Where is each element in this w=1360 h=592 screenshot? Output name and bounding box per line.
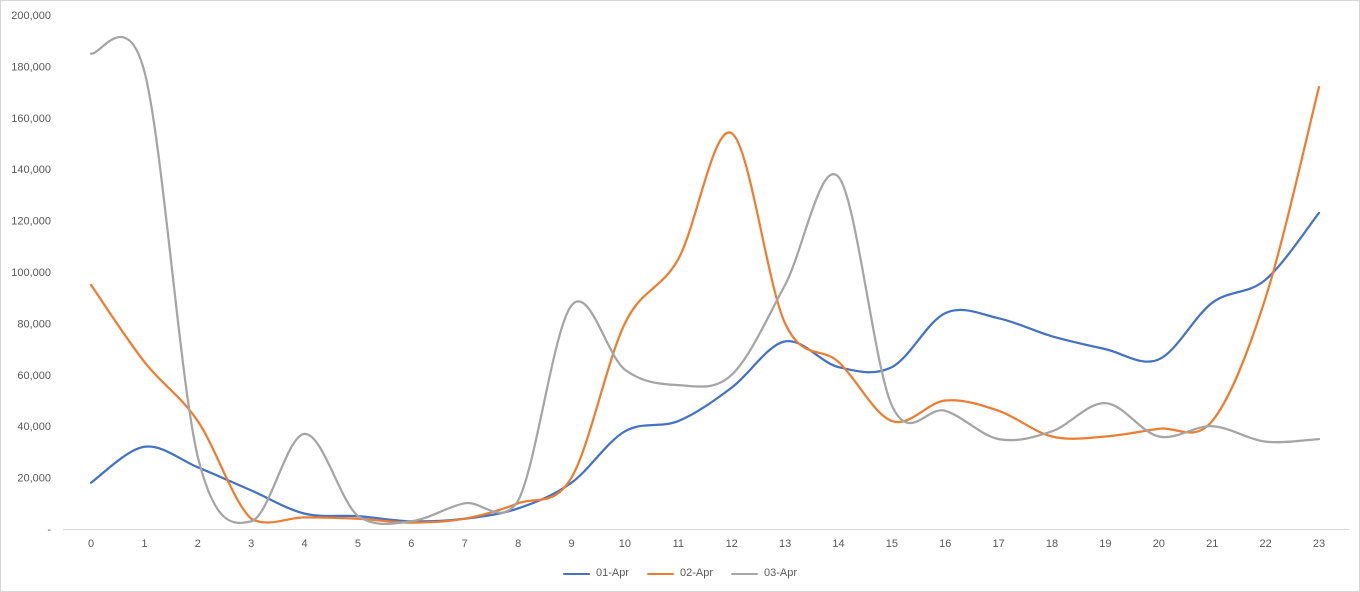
y-axis-tick-label: 140,000 bbox=[11, 164, 51, 176]
y-axis-tick-label: 100,000 bbox=[11, 267, 51, 279]
x-axis-tick-label: 0 bbox=[88, 538, 94, 550]
x-axis-tick-label: 10 bbox=[619, 538, 631, 550]
x-axis-tick-label: 4 bbox=[302, 538, 308, 550]
x-axis-tick-label: 9 bbox=[568, 538, 574, 550]
series-line-01-apr bbox=[89, 211, 1321, 523]
legend-item-01-apr[interactable]: 01-Apr bbox=[562, 567, 629, 579]
legend-item-03-apr[interactable]: 03-Apr bbox=[731, 568, 797, 579]
x-axis-tick-label: 8 bbox=[515, 538, 521, 550]
x-axis-tick-label: 6 bbox=[408, 538, 414, 550]
y-axis-tick-label: 180,000 bbox=[11, 61, 51, 73]
x-axis-tick-label: 12 bbox=[726, 538, 738, 550]
y-axis-tick-label: 160,000 bbox=[11, 113, 51, 125]
x-axis-tick-label: 13 bbox=[779, 538, 791, 550]
x-axis-tick-label: 15 bbox=[886, 538, 898, 550]
y-axis-tick-label: - bbox=[47, 524, 51, 536]
series-line-02-apr bbox=[89, 85, 1321, 524]
y-axis-tick-label: 40,000 bbox=[17, 421, 51, 433]
x-axis-tick-label: 14 bbox=[832, 538, 844, 550]
x-axis-tick-label: 11 bbox=[673, 538, 684, 550]
x-axis-tick-label: 18 bbox=[1046, 538, 1058, 550]
y-axis-tick-label: 60,000 bbox=[17, 370, 51, 382]
x-axis-tick-label: 3 bbox=[248, 538, 254, 550]
legend-label: 02-Apr bbox=[679, 567, 714, 579]
line-chart-plot-area: - 20,000 40,000 60,000 80,000 100,000 120,000 1… bbox=[11, 10, 1349, 550]
legend-line-icon bbox=[646, 572, 674, 575]
x-axis-tick-label: 20 bbox=[1153, 538, 1165, 550]
x-axis-tick-label: 7 bbox=[462, 538, 468, 550]
y-axis-tick-label: 80,000 bbox=[17, 318, 51, 330]
x-axis-tick-label: 21 bbox=[1206, 538, 1218, 550]
y-axis-tick-label: 200,000 bbox=[11, 10, 51, 22]
legend: 01-Apr 02-Apr 03-Apr bbox=[1, 568, 1359, 579]
y-axis-tick-label: 120,000 bbox=[11, 216, 51, 228]
series-line-03-apr bbox=[89, 35, 1321, 526]
x-axis-tick-label: 2 bbox=[195, 538, 201, 550]
x-axis-tick-label: 1 bbox=[141, 538, 147, 550]
legend-label: 01-Apr bbox=[595, 567, 629, 579]
y-axis-tick-label: 20,000 bbox=[17, 473, 51, 485]
legend-line-icon bbox=[562, 572, 590, 575]
x-axis-tick-label: 16 bbox=[939, 538, 951, 550]
x-axis-tick-label: 19 bbox=[1099, 538, 1111, 550]
x-axis-tick-label: 23 bbox=[1313, 538, 1325, 550]
x-axis-tick-label: 22 bbox=[1259, 538, 1271, 550]
legend-line-icon bbox=[731, 572, 759, 575]
x-axis-tick-label: 17 bbox=[993, 538, 1005, 550]
legend-label: 03-Apr bbox=[764, 567, 798, 579]
x-axis-tick-label: 5 bbox=[355, 538, 361, 550]
legend-item-02-apr[interactable]: 02-Apr bbox=[646, 567, 714, 579]
